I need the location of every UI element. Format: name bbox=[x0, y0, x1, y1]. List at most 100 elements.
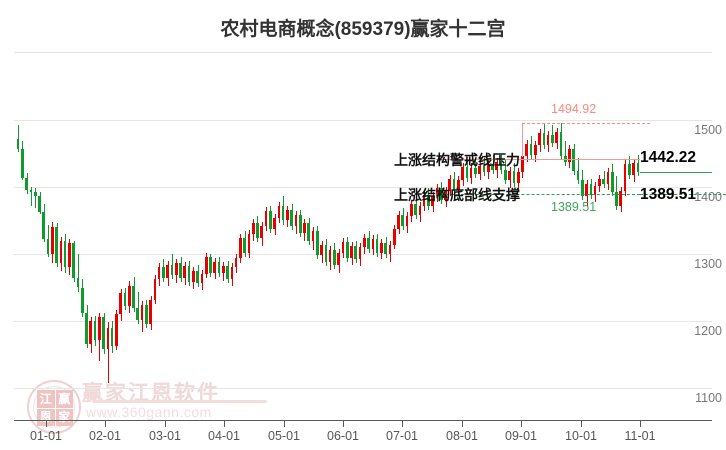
candle-body-up bbox=[397, 215, 400, 229]
candle-body-down bbox=[290, 209, 293, 226]
candle-body-up bbox=[260, 225, 264, 238]
candle-body-up bbox=[251, 223, 255, 234]
candle-body-up bbox=[213, 262, 217, 273]
candle-body-up bbox=[221, 266, 225, 273]
candle-body-up bbox=[157, 267, 161, 280]
candle-wick bbox=[108, 322, 109, 383]
bottom-support-price: 1389.51 bbox=[640, 186, 697, 204]
warning-resistance-annotation: 上涨结构警戒线压力 bbox=[394, 151, 520, 168]
candle-body-up bbox=[68, 243, 71, 268]
candle-body-down bbox=[162, 267, 165, 279]
candle-body-up bbox=[457, 180, 460, 190]
candle-body-down bbox=[542, 133, 546, 146]
candle-body-up bbox=[174, 263, 178, 276]
candle-body-up bbox=[623, 164, 627, 192]
candle-body-down bbox=[452, 178, 456, 190]
x-tick-label-03-01: 03-01 bbox=[149, 429, 181, 443]
candle-body-up bbox=[619, 191, 623, 206]
candle-body-down bbox=[610, 172, 614, 193]
candle-body-down bbox=[572, 149, 576, 171]
x-tick-label-10-01: 10-01 bbox=[565, 429, 597, 443]
candle-body-up bbox=[328, 249, 332, 263]
gridline-1300 bbox=[14, 254, 712, 255]
candle-body-up bbox=[508, 170, 511, 181]
watermark-seal-char-2: 赢 bbox=[55, 390, 73, 408]
gridline-1400 bbox=[14, 187, 712, 188]
candle-body-down bbox=[427, 195, 430, 206]
top-resistance-label: 1494.92 bbox=[551, 102, 597, 117]
candle-body-down bbox=[414, 204, 417, 216]
watermark-url: www.360gann.com bbox=[86, 404, 212, 420]
candle-body-down bbox=[33, 192, 37, 197]
candle-body-up bbox=[273, 217, 276, 229]
candle-body-up bbox=[533, 145, 537, 155]
candle-body-down bbox=[226, 266, 229, 280]
candle-body-down bbox=[72, 243, 75, 279]
x-tick-02-01 bbox=[105, 420, 106, 427]
candle-body-down bbox=[42, 212, 46, 240]
watermark-seal-char-4: 家 bbox=[55, 408, 73, 426]
x-tick-07-01 bbox=[402, 420, 403, 427]
watermark-seal-icon: 江 赢 恩 家 bbox=[27, 380, 81, 434]
y-tick-label-1200: 1200 bbox=[694, 324, 722, 338]
candle-body-down bbox=[217, 262, 221, 273]
candle-body-down bbox=[21, 149, 24, 178]
header-divider bbox=[14, 52, 712, 53]
candle-body-down bbox=[298, 215, 302, 233]
candle-body-up bbox=[363, 237, 366, 248]
candle-body-up bbox=[294, 215, 298, 226]
candle-wick bbox=[18, 125, 19, 153]
candle-body-up bbox=[371, 239, 375, 249]
candle-body-down bbox=[102, 316, 105, 350]
candle-body-down bbox=[375, 239, 379, 253]
y-tick-label-1500: 1500 bbox=[694, 123, 722, 137]
candle-body-up bbox=[311, 231, 315, 241]
candle-body-down bbox=[580, 180, 584, 197]
candle-body-down bbox=[615, 192, 618, 206]
candle-body-up bbox=[392, 228, 396, 245]
candle-body-down bbox=[16, 139, 20, 150]
candle-body-down bbox=[474, 168, 477, 174]
x-tick-03-01 bbox=[165, 420, 166, 427]
candle-body-up bbox=[183, 266, 187, 279]
x-tick-label-02-01: 02-01 bbox=[89, 429, 121, 443]
candle-body-up bbox=[606, 172, 610, 185]
candle-body-up bbox=[632, 162, 635, 175]
watermark-underline bbox=[92, 400, 267, 403]
candle-body-down bbox=[384, 243, 387, 254]
candle-body-up bbox=[204, 256, 208, 275]
candle-body-down bbox=[179, 263, 182, 279]
candle-body-up bbox=[380, 243, 383, 253]
candle-body-up bbox=[350, 245, 353, 258]
x-tick-04-01 bbox=[224, 420, 225, 427]
candle-body-up bbox=[546, 134, 550, 146]
candle-body-up bbox=[469, 168, 473, 178]
candle-body-up bbox=[200, 274, 204, 284]
candle-body-down bbox=[123, 292, 127, 307]
candle-body-down bbox=[529, 144, 533, 155]
candle-body-down bbox=[46, 239, 50, 254]
candle-body-down bbox=[136, 307, 140, 320]
candle-body-down bbox=[559, 132, 563, 157]
candle-body-down bbox=[324, 244, 328, 263]
candle-body-up bbox=[593, 185, 597, 196]
candle-body-down bbox=[512, 170, 516, 183]
candle-body-down bbox=[401, 215, 405, 226]
candle-body-up bbox=[239, 237, 242, 258]
candle-body-up bbox=[486, 164, 490, 173]
candle-body-up bbox=[538, 133, 541, 146]
candle-body-up bbox=[598, 178, 601, 186]
candle-body-up bbox=[115, 314, 118, 347]
gridline-1100 bbox=[14, 388, 712, 389]
candle-body-up bbox=[341, 241, 345, 253]
candle-body-down bbox=[132, 286, 135, 308]
candle-body-up bbox=[51, 227, 54, 254]
candle-body-up bbox=[119, 292, 123, 315]
candle-body-up bbox=[461, 166, 464, 181]
candle-body-up bbox=[405, 216, 409, 226]
bottom-support-line-right bbox=[640, 194, 726, 196]
candle-body-down bbox=[307, 223, 311, 241]
candle-body-up bbox=[478, 165, 482, 174]
candle-body-down bbox=[636, 162, 640, 173]
candle-body-up bbox=[431, 196, 435, 206]
